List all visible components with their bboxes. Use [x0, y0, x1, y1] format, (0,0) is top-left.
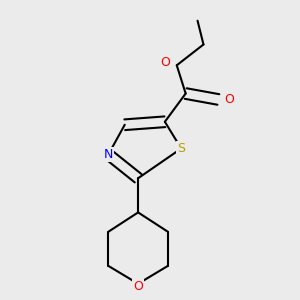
Text: O: O [133, 280, 143, 293]
Text: S: S [177, 142, 185, 155]
Text: O: O [160, 56, 170, 69]
Text: O: O [224, 93, 234, 106]
Text: N: N [104, 148, 113, 161]
